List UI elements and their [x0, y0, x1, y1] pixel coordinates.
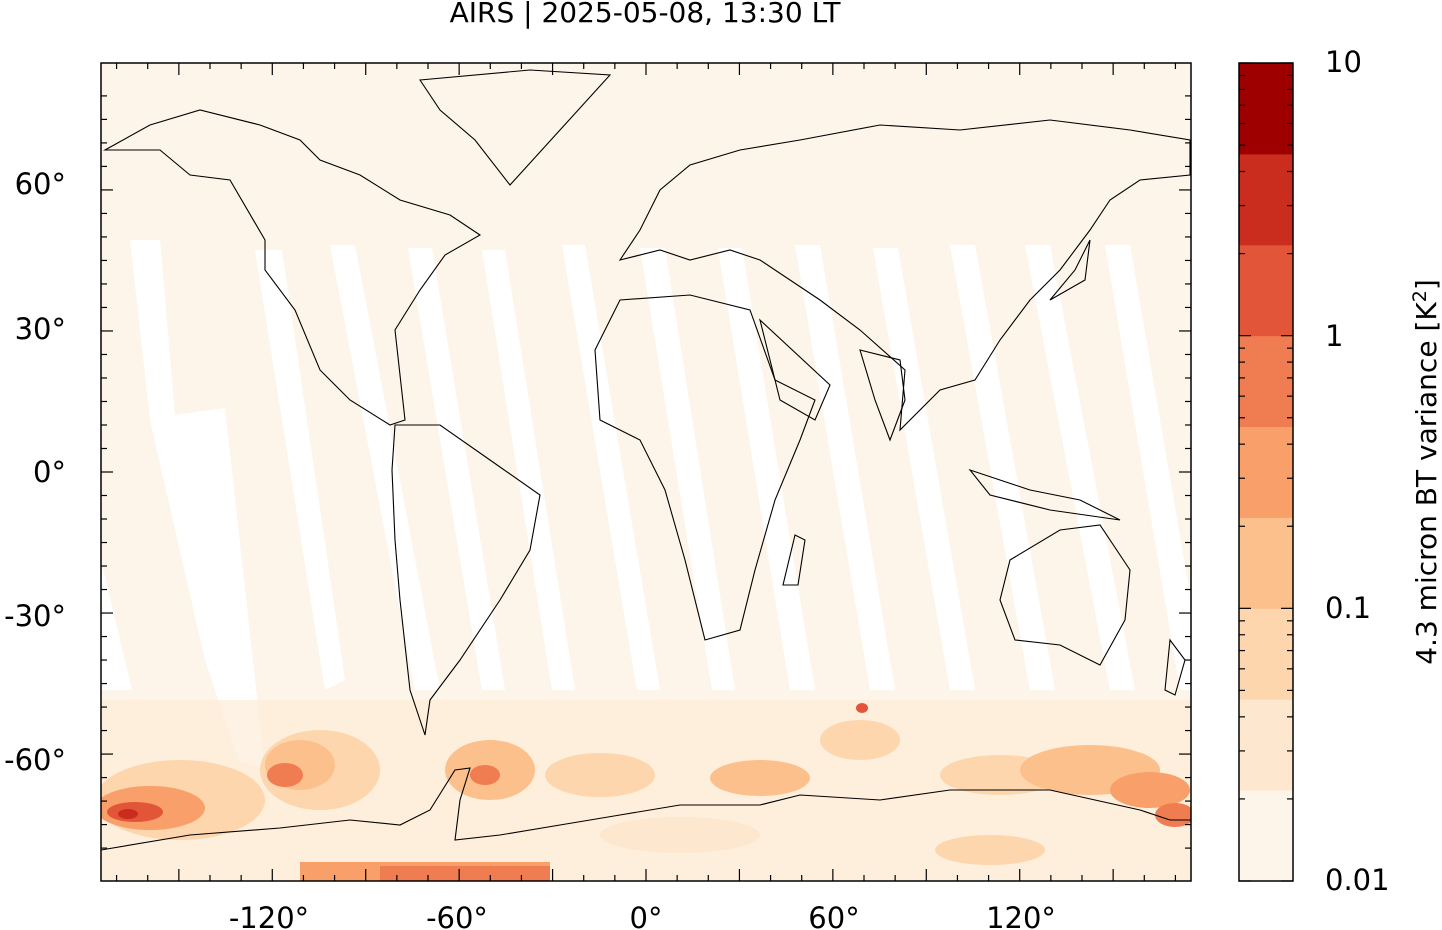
y-tick-label: 30° [15, 312, 66, 346]
coastline-eurasia [618, 119, 1191, 432]
y-tick-label: -30° [4, 599, 66, 633]
x-tick-label: 120° [986, 901, 1056, 930]
swath-gap [330, 245, 440, 690]
coastline-arabia [759, 318, 831, 421]
colorbar-band [1239, 699, 1293, 791]
plot-title: AIRS | 2025-05-08, 13:30 LT [449, 0, 841, 29]
colorbar-tick-label: 1 [1325, 319, 1343, 353]
swath-gap [255, 250, 345, 690]
y-tick-label: 60° [15, 167, 66, 201]
swath-gap [718, 248, 815, 690]
coastlines [101, 69, 1191, 851]
coastline-australia [999, 524, 1131, 666]
colorbar-band [1239, 63, 1293, 155]
colorbar-band [1239, 153, 1293, 246]
coastline-south-america [391, 424, 541, 736]
colorbar-band [1239, 335, 1293, 428]
colorbar-frame [1238, 62, 1294, 882]
x-tick-label: -60° [426, 901, 488, 930]
coastline-japan [1049, 239, 1091, 301]
coastline-africa [594, 294, 816, 641]
colorbar-band [1239, 790, 1293, 882]
y-tick-label: -60° [4, 743, 66, 777]
colorbar-band [1239, 426, 1293, 518]
coastline-new-zealand [1164, 638, 1186, 696]
coastline-india [859, 349, 906, 442]
x-tick-label: -120° [229, 901, 309, 930]
colorbar-band [1239, 608, 1293, 700]
swath-gap [562, 245, 660, 690]
coastline-greenland [419, 69, 612, 186]
coastline-madagascar [782, 534, 806, 586]
swath-gap [640, 248, 735, 690]
swath-gap [130, 240, 265, 770]
swath-gap [1025, 245, 1135, 690]
x-tick-label: 0° [630, 901, 663, 930]
colorbar-band [1239, 517, 1293, 609]
swath-gaps [101, 240, 1191, 770]
coastline-indonesia [968, 468, 1121, 521]
swath-gap [873, 248, 975, 690]
colorbar-tick-label: 10 [1325, 45, 1362, 79]
swath-gap [101, 560, 132, 690]
swath-gap [482, 250, 575, 690]
swath-gap [1105, 245, 1191, 690]
coastline-north-america [102, 109, 482, 426]
coastline-antarctica [101, 767, 1191, 851]
swath-gap [408, 248, 505, 690]
x-tick-label: 60° [808, 901, 859, 930]
colorbar-band [1239, 244, 1293, 337]
colorbar-label: 4.3 micron BT variance [K2] [1409, 279, 1442, 665]
y-tick-label: 0° [33, 455, 66, 489]
swath-gap [950, 245, 1055, 690]
colorbar-tick-label: 0.1 [1325, 591, 1371, 625]
colorbar-tick-label: 0.01 [1325, 863, 1390, 897]
swath-gap [795, 245, 895, 690]
